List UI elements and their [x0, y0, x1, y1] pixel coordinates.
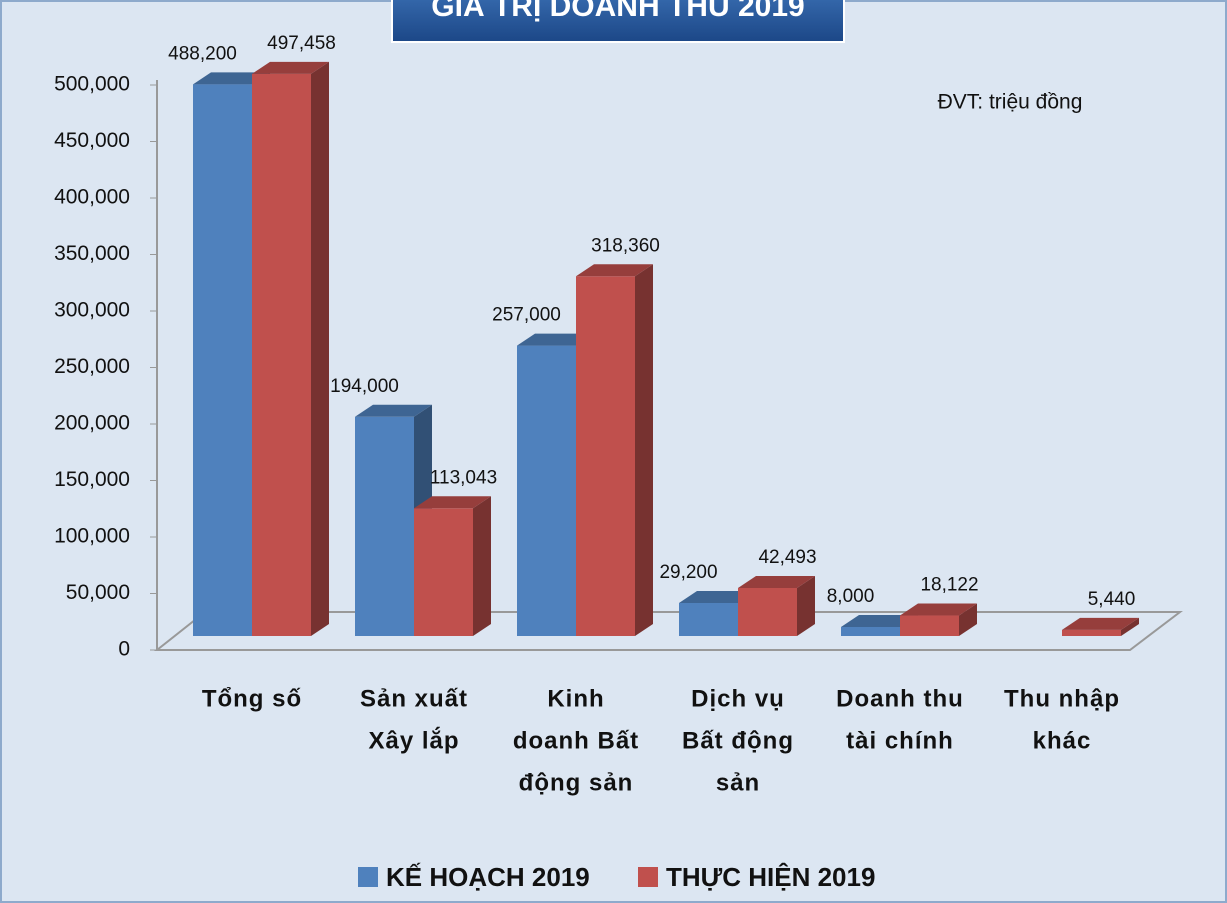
- bar: [738, 575, 815, 636]
- bar: [414, 496, 491, 636]
- value-label: 18,122: [920, 575, 978, 596]
- x-tick-label: Kinh: [547, 685, 604, 712]
- bar-face: [252, 73, 311, 637]
- bar-face: [414, 508, 473, 636]
- bar-face: [900, 603, 977, 616]
- value-label: 42,493: [758, 547, 816, 568]
- bar-face: [797, 575, 815, 636]
- bar-face: [635, 264, 653, 636]
- legend-swatch: [358, 867, 378, 887]
- bar-face: [738, 587, 797, 636]
- legend-label: KẾ HOẠCH 2019: [386, 862, 590, 892]
- x-tick-label: Tổng số: [202, 685, 302, 712]
- x-tick-label: Dịch vụ: [691, 685, 785, 712]
- y-tick-label: 350,000: [54, 242, 130, 265]
- x-tick-label: Thu nhập: [1004, 685, 1120, 712]
- value-label: 29,200: [659, 562, 717, 583]
- bar-face: [1062, 629, 1121, 636]
- value-label: 497,458: [267, 33, 336, 54]
- chart-title: GIÁ TRỊ DOANH THU 2019: [431, 0, 804, 23]
- bar-face: [576, 276, 635, 636]
- legend-swatch: [638, 867, 658, 887]
- x-tick-label: động sản: [519, 769, 634, 796]
- bar-face: [193, 84, 252, 637]
- bar-face: [679, 591, 756, 604]
- value-label: 257,000: [492, 305, 561, 326]
- bar-face: [193, 72, 270, 85]
- bar-face: [576, 264, 653, 277]
- y-tick-label: 150,000: [54, 468, 130, 491]
- bar-face: [517, 345, 576, 636]
- y-tick-label: 400,000: [54, 186, 130, 209]
- value-label: 8,000: [827, 586, 875, 607]
- y-tick-label: 100,000: [54, 525, 130, 548]
- x-tick-label: tài chính: [846, 727, 954, 754]
- bar-face: [841, 614, 918, 627]
- x-tick-label: Xây lắp: [368, 726, 459, 754]
- value-label: 5,440: [1088, 589, 1136, 610]
- bar-face: [841, 626, 900, 636]
- bar-face: [252, 61, 329, 74]
- bar-face: [959, 603, 977, 636]
- y-tick-label: 50,000: [66, 581, 130, 604]
- bar-face: [1062, 617, 1139, 630]
- x-tick-label: khác: [1033, 727, 1092, 754]
- bar-face: [414, 496, 491, 509]
- y-tick-label: 200,000: [54, 412, 130, 435]
- y-tick-label: 300,000: [54, 299, 130, 322]
- title-box: [391, 0, 845, 43]
- y-tick-label: 450,000: [54, 129, 130, 152]
- value-label: 113,043: [430, 467, 497, 488]
- value-label: 194,000: [330, 376, 399, 397]
- value-label: 488,200: [168, 43, 237, 64]
- bar-face: [311, 61, 329, 637]
- bar-face: [517, 333, 594, 346]
- x-tick-label: Doanh thu: [836, 685, 964, 712]
- x-tick-label: doanh Bất: [513, 727, 639, 754]
- bar-face: [355, 404, 432, 417]
- bar-face: [355, 416, 414, 636]
- y-tick-label: 250,000: [54, 355, 130, 378]
- legend-label: THỰC HIỆN 2019: [666, 862, 875, 892]
- bar: [900, 603, 977, 636]
- unit-note: ĐVT: triệu đồng: [938, 91, 1083, 114]
- bar: [576, 264, 653, 636]
- bar-face: [900, 615, 959, 636]
- bar-face: [738, 575, 815, 588]
- bar-face: [1121, 617, 1139, 636]
- y-tick-label: 0: [118, 638, 130, 661]
- x-tick-label: sản: [716, 769, 760, 796]
- bar: [1062, 617, 1139, 636]
- x-tick-label: Sản xuất: [360, 685, 468, 712]
- bar-face: [473, 496, 491, 636]
- value-label: 318,360: [591, 235, 660, 256]
- y-tick-label: 500,000: [54, 73, 130, 96]
- bar: [252, 61, 329, 637]
- bar-face: [679, 603, 738, 636]
- x-tick-label: Bất động: [682, 727, 794, 754]
